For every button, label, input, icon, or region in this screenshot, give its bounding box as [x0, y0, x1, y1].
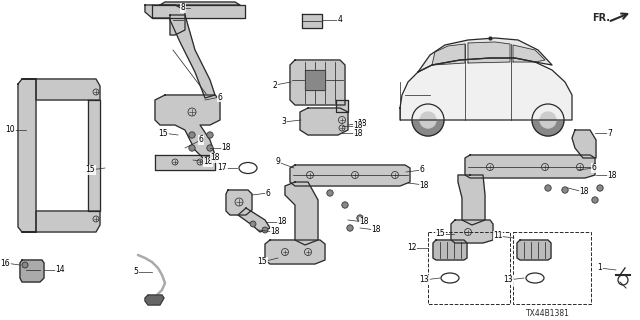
Circle shape	[596, 185, 604, 191]
Circle shape	[22, 262, 28, 268]
Polygon shape	[290, 60, 345, 105]
Text: 18: 18	[607, 171, 617, 180]
Polygon shape	[465, 155, 595, 178]
Circle shape	[412, 104, 444, 136]
Text: 13: 13	[419, 276, 429, 284]
Text: 10: 10	[5, 125, 15, 134]
Polygon shape	[226, 190, 252, 215]
Text: 18: 18	[221, 143, 231, 153]
Polygon shape	[22, 211, 100, 232]
Polygon shape	[513, 45, 545, 62]
Text: 18: 18	[371, 226, 381, 235]
Polygon shape	[265, 240, 325, 264]
Circle shape	[562, 187, 568, 193]
Text: 18: 18	[357, 118, 367, 127]
Text: 6: 6	[266, 188, 271, 197]
Text: 15: 15	[85, 165, 95, 174]
Text: 17: 17	[217, 164, 227, 172]
Text: 13: 13	[503, 276, 513, 284]
Polygon shape	[170, 15, 215, 98]
Bar	[428, 232, 510, 304]
Polygon shape	[20, 260, 44, 282]
Text: 15: 15	[257, 258, 267, 267]
Circle shape	[347, 225, 353, 231]
Text: 6: 6	[198, 135, 204, 145]
Polygon shape	[145, 5, 185, 35]
Polygon shape	[451, 220, 493, 243]
Polygon shape	[517, 240, 551, 260]
Polygon shape	[155, 95, 220, 160]
Polygon shape	[290, 165, 410, 186]
Circle shape	[532, 104, 564, 136]
Polygon shape	[302, 14, 322, 28]
Polygon shape	[458, 175, 485, 225]
Circle shape	[342, 202, 348, 208]
Circle shape	[357, 215, 364, 221]
Circle shape	[189, 132, 195, 138]
Polygon shape	[336, 100, 348, 112]
Polygon shape	[285, 182, 318, 245]
Text: 15: 15	[158, 129, 168, 138]
Text: 18: 18	[419, 180, 429, 189]
Polygon shape	[22, 79, 100, 100]
Text: TX44B1381: TX44B1381	[526, 309, 570, 318]
Text: 14: 14	[55, 266, 65, 275]
Text: 6: 6	[420, 165, 424, 174]
Text: FR.: FR.	[592, 13, 610, 23]
Polygon shape	[418, 38, 552, 72]
Text: 11: 11	[493, 231, 503, 241]
Text: 15: 15	[435, 229, 445, 238]
Text: 18: 18	[359, 218, 369, 227]
Polygon shape	[145, 295, 164, 305]
Polygon shape	[238, 208, 270, 232]
Text: 2: 2	[273, 81, 277, 90]
Text: 5: 5	[134, 268, 138, 276]
Polygon shape	[152, 5, 245, 18]
Polygon shape	[305, 70, 325, 90]
Text: 18: 18	[204, 157, 212, 166]
Text: 18: 18	[353, 129, 363, 138]
Text: 18: 18	[270, 228, 280, 236]
Bar	[513, 232, 591, 304]
Circle shape	[540, 112, 556, 128]
Circle shape	[420, 112, 436, 128]
Polygon shape	[88, 100, 100, 211]
Text: 7: 7	[607, 129, 612, 138]
Polygon shape	[160, 2, 240, 5]
Text: 12: 12	[407, 244, 417, 252]
Circle shape	[250, 221, 256, 227]
Polygon shape	[572, 130, 596, 158]
Circle shape	[207, 145, 213, 151]
Text: 16: 16	[0, 259, 10, 268]
Text: 6: 6	[218, 92, 223, 101]
Text: 9: 9	[276, 157, 280, 166]
Text: 18: 18	[579, 188, 589, 196]
Polygon shape	[432, 44, 465, 65]
Polygon shape	[18, 79, 36, 232]
Circle shape	[262, 227, 268, 233]
Text: 18: 18	[353, 122, 363, 131]
Text: 1: 1	[598, 263, 602, 273]
Circle shape	[189, 145, 195, 151]
Polygon shape	[400, 58, 572, 120]
Circle shape	[327, 190, 333, 196]
Text: 8: 8	[180, 4, 186, 12]
Circle shape	[545, 185, 551, 191]
Text: 4: 4	[337, 15, 342, 25]
Text: 18: 18	[211, 154, 220, 163]
Polygon shape	[468, 42, 510, 63]
Circle shape	[207, 132, 213, 138]
Text: 18: 18	[277, 218, 287, 227]
Circle shape	[592, 197, 598, 203]
Text: 3: 3	[282, 117, 287, 126]
Polygon shape	[433, 240, 467, 260]
Text: 6: 6	[591, 164, 596, 172]
Polygon shape	[155, 155, 215, 170]
Polygon shape	[300, 108, 348, 135]
